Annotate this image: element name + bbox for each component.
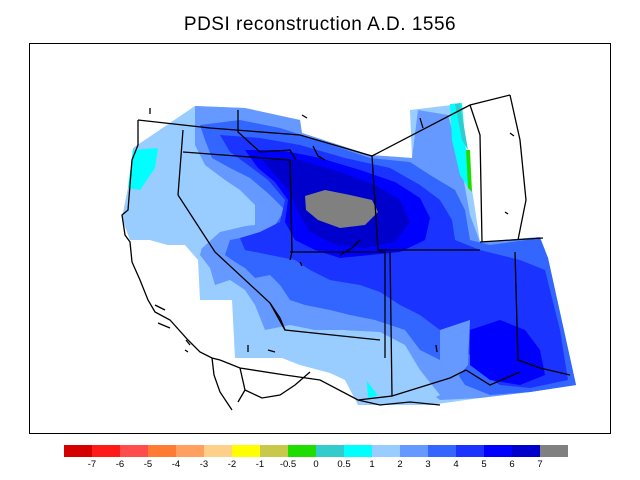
colorbar-label: 5: [481, 459, 487, 470]
colorbar-label: 6: [509, 459, 515, 470]
colorbar-swatch: [120, 445, 148, 457]
field-missing-gray: [305, 190, 378, 228]
colorbar-label: -4: [171, 459, 181, 470]
state-lines-rockies: [357, 155, 480, 401]
colorbar-label: -3: [199, 459, 209, 470]
field-blue-6-se: [470, 320, 545, 385]
colorbar-label: 1: [369, 459, 375, 470]
field-west-light: [122, 145, 255, 250]
colorbar-swatch: [344, 445, 372, 457]
colorbar-swatch: [456, 445, 484, 457]
field-teal-ne: [455, 103, 468, 150]
colorbar-swatch: [512, 445, 540, 457]
lake-mark-7: [299, 261, 303, 267]
colorbar-swatch: [232, 445, 260, 457]
colorbar-label: 3: [425, 459, 431, 470]
mexico-border: [219, 359, 441, 406]
field-south-light: [340, 330, 440, 405]
colorbar-swatch: [428, 445, 456, 457]
lake-mark-6: [504, 211, 509, 215]
colorbar-swatch: [372, 445, 400, 457]
colorbar-swatch: [260, 445, 288, 457]
colorbar-swatch: [484, 445, 512, 457]
colorbar-swatch: [400, 445, 428, 457]
pacific-coastline: [121, 120, 221, 361]
island-3: [267, 349, 276, 353]
lake-mark-2: [301, 114, 308, 119]
islands-lakes: [149, 108, 515, 353]
colorbar-swatch: [148, 445, 176, 457]
field-green-ne: [466, 150, 472, 192]
baja-coastline: [211, 357, 246, 411]
lake-mark-3: [312, 145, 326, 161]
great-salt-lake: [339, 239, 361, 256]
island-1: [157, 322, 171, 329]
colorbar: [64, 445, 568, 457]
colorbar-label: -6: [115, 459, 125, 470]
state-line-ca-nv: [177, 194, 286, 331]
lake-mark-8: [435, 344, 438, 353]
colorbar-label: 0.5: [337, 459, 351, 470]
us-canada-border: [137, 94, 511, 157]
colorbar-swatch: [92, 445, 120, 457]
colorbar-swatch: [316, 445, 344, 457]
colorbar-label: -1: [255, 459, 265, 470]
colorbar-label: 7: [537, 459, 543, 470]
field-cyan-nw: [128, 148, 158, 190]
state-lines-nw: [177, 110, 297, 253]
colorbar-swatch: [288, 445, 316, 457]
state-lines-central: [269, 251, 386, 358]
colorbar-swatch: [204, 445, 232, 457]
lake-mark-5: [509, 132, 515, 137]
map-title: PDSI reconstruction A.D. 1556: [183, 14, 457, 35]
colorbar-label: -0.5: [279, 459, 297, 470]
state-lines-plains: [465, 94, 571, 386]
boundaries: [121, 94, 571, 411]
colorbar-label: -7: [87, 459, 97, 470]
colorbar-label: 0: [313, 459, 319, 470]
field-east-light: [440, 320, 470, 380]
colorbar-label: -2: [227, 459, 237, 470]
colorbar-label: -5: [143, 459, 153, 470]
island-2: [184, 339, 191, 353]
colorbar-swatch: [540, 445, 568, 457]
colorbar-labels: -7 -6 -5 -4 -3 -2 -1 -0.5 0 0.5 1 2 3 4 5 6 7: [0, 459, 640, 473]
colorbar-label: 4: [453, 459, 459, 470]
colorbar-swatch: [64, 445, 92, 457]
pdsi-field: [122, 103, 576, 405]
colorbar-label: 2: [397, 459, 403, 470]
field-cyan-ne: [450, 103, 470, 190]
lake-mark-4: [419, 117, 424, 129]
colorbar-swatch: [176, 445, 204, 457]
